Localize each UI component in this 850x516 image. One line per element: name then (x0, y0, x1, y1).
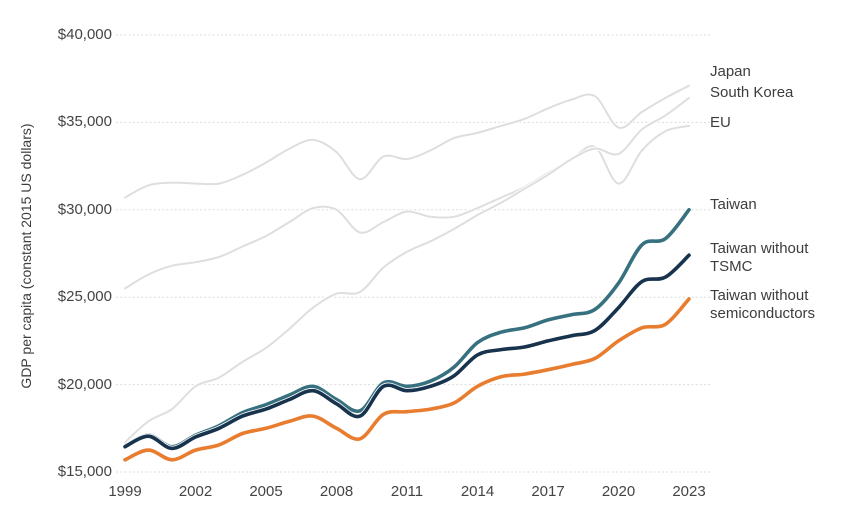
series-label-eu: EU (710, 113, 731, 131)
series-label-taiwan-without-semiconductors: Taiwan without semiconductors (710, 286, 816, 322)
y-tick-label-40000: $40,000 (57, 26, 112, 43)
series-label-japan: Japan (710, 62, 751, 80)
y-tick-label-35000: $35,000 (57, 113, 112, 131)
gridlines (116, 34, 712, 473)
x-tick-label-2020: 2020 (601, 483, 636, 500)
x-tick-label-2014: 2014 (460, 483, 495, 500)
series-line-taiwan-without-tsmc (123, 253, 691, 451)
series-line-south-korea (124, 96, 690, 444)
x-tick-label-2008: 2008 (319, 483, 354, 500)
y-tick-label-25000: $25,000 (57, 288, 112, 306)
series-label-south-korea: South Korea (710, 83, 794, 101)
x-tick-label-2017: 2017 (531, 483, 565, 500)
series-halo-japan (123, 83, 691, 200)
series-line-japan (124, 84, 690, 199)
series-label-taiwan-without-tsmc: Taiwan without TSMC (710, 240, 809, 276)
x-tick-label-1999: 1999 (108, 483, 142, 500)
x-tick-label-2023: 2023 (672, 483, 706, 500)
x-tick-label-2011: 2011 (390, 483, 424, 500)
y-tick-label-30000: $30,000 (57, 200, 112, 218)
x-tick-label-2005: 2005 (249, 483, 283, 500)
y-tick-label-15000: $15,000 (57, 463, 112, 480)
series-line-taiwan-without-semiconductors (123, 297, 691, 462)
y-tick-label-20000: $20,000 (57, 375, 112, 393)
series-label-taiwan: Taiwan (710, 195, 757, 213)
x-tick-label-2002: 2002 (178, 483, 213, 500)
